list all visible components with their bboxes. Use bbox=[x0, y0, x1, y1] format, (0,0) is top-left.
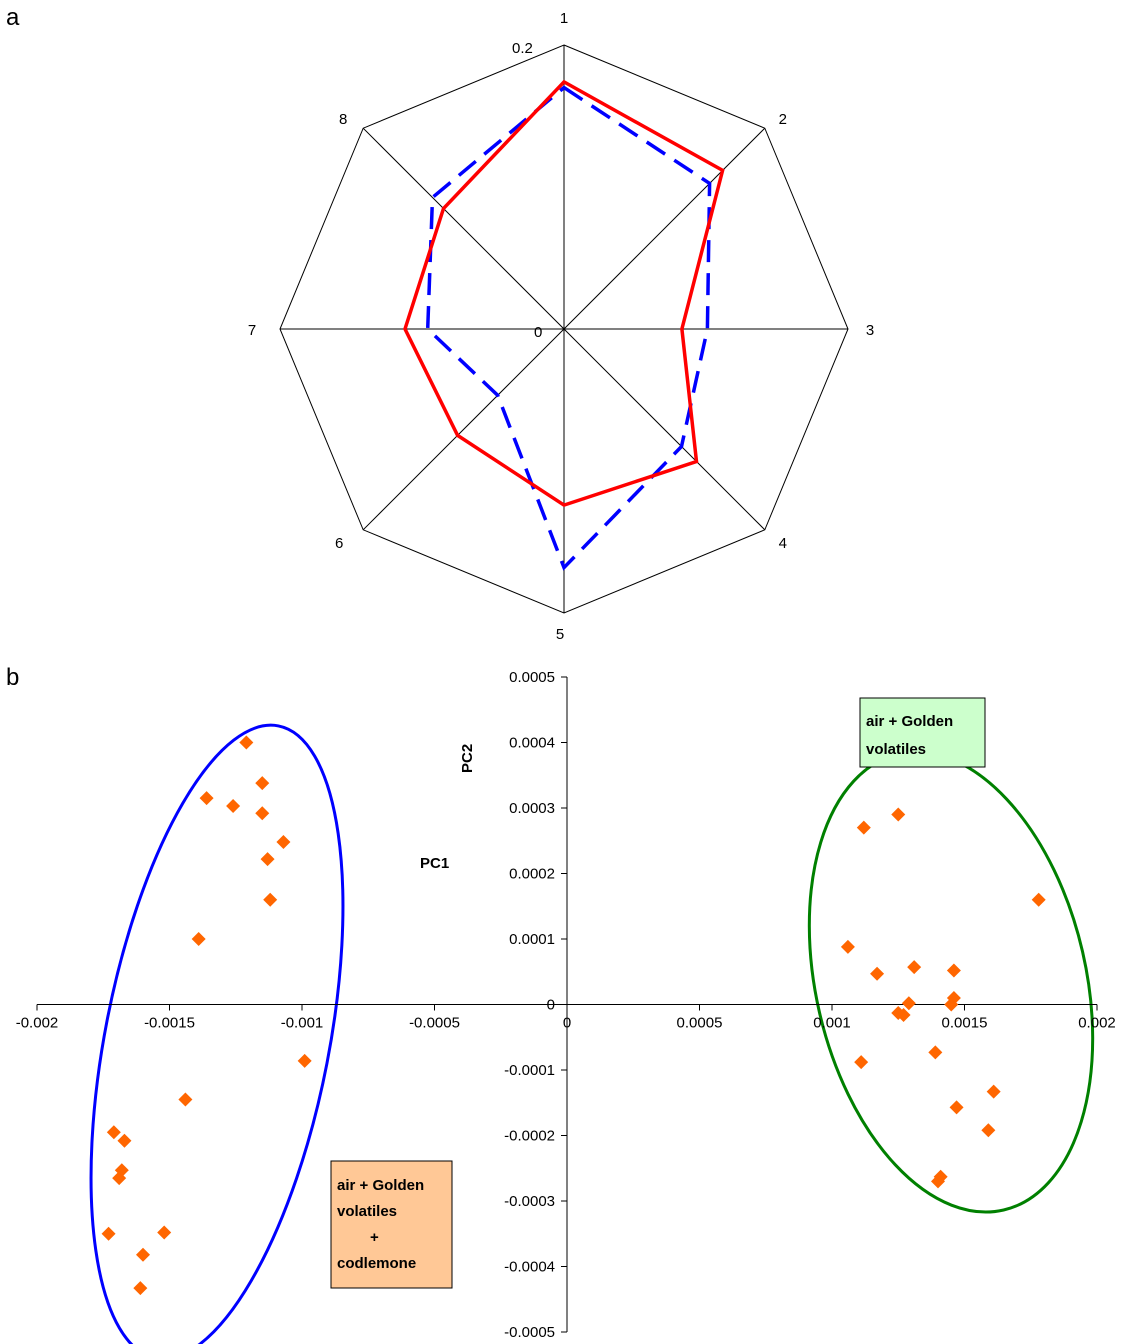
x-axis-label: PC1 bbox=[420, 855, 449, 872]
y-tick-label: 0.0001 bbox=[509, 931, 555, 948]
scatter-point bbox=[260, 852, 275, 867]
radar-spoke-2 bbox=[563, 127, 766, 330]
radar-labels: 1 2 3 4 5 6 7 8 0 0.2 bbox=[248, 10, 874, 643]
radar-category-label-2: 2 bbox=[779, 111, 787, 128]
y-tick-label: -0.0002 bbox=[504, 1128, 555, 1145]
x-tick-label: -0.0015 bbox=[144, 1015, 195, 1032]
radar-series-2-dashed bbox=[425, 85, 712, 571]
scatter-point bbox=[117, 1133, 132, 1148]
x-tick-label: -0.001 bbox=[281, 1015, 324, 1032]
scatter-point bbox=[136, 1247, 150, 1262]
scatter-point bbox=[106, 1125, 121, 1140]
scatter-point bbox=[276, 835, 291, 850]
scatter-point bbox=[255, 806, 270, 821]
scatter-point bbox=[896, 1007, 911, 1022]
y-tick-label: 0.0004 bbox=[509, 735, 555, 752]
radar-category-label-5: 5 bbox=[556, 626, 564, 643]
scatter-point bbox=[856, 820, 871, 835]
x-tick-label: 0 bbox=[563, 1015, 571, 1032]
scatter-point bbox=[931, 1174, 945, 1189]
radar-ring-label-max: 0.2 bbox=[512, 40, 533, 57]
radar-category-label-8: 8 bbox=[339, 111, 347, 128]
scatter-axes: -0.002 -0.0015 -0.001 -0.0005 0 0.0005 0.001 0.… bbox=[16, 669, 1116, 1341]
cluster-label-green: air + Golden volatiles bbox=[859, 697, 986, 768]
radar-spoke-6 bbox=[362, 328, 565, 531]
panel-b-letter: b bbox=[6, 664, 20, 691]
scatter-point bbox=[112, 1171, 127, 1186]
scatter-point bbox=[986, 1084, 1001, 1099]
x-tick-label: 0.0005 bbox=[677, 1015, 723, 1032]
scatter-point bbox=[239, 735, 254, 750]
y-axis-label: PC2 bbox=[459, 744, 476, 773]
scatter-point bbox=[949, 1100, 964, 1115]
scatter-points bbox=[101, 735, 1046, 1296]
radar-series bbox=[403, 79, 725, 571]
scatter-point bbox=[297, 1053, 312, 1068]
cluster-ellipse-green bbox=[807, 750, 1095, 1214]
x-tick-label: 0.0015 bbox=[942, 1015, 988, 1032]
scatter-point bbox=[901, 996, 916, 1011]
radar-category-label-6: 6 bbox=[335, 535, 343, 552]
scatter-point bbox=[907, 960, 922, 975]
x-tick-label: 0.001 bbox=[813, 1015, 851, 1032]
scatter-point bbox=[101, 1226, 116, 1241]
radar-category-label-3: 3 bbox=[866, 322, 874, 339]
radar-spoke-8 bbox=[362, 127, 565, 330]
scatter-point bbox=[178, 1092, 193, 1107]
radar-category-label-7: 7 bbox=[248, 322, 256, 339]
scatter-point bbox=[226, 799, 241, 814]
radar-chart: 1 2 3 4 5 6 7 8 0 0.2 bbox=[248, 10, 874, 643]
y-tick-label: 0.0002 bbox=[509, 866, 555, 883]
scatter-point bbox=[263, 892, 278, 907]
scatter-point bbox=[840, 939, 855, 954]
cluster-label-blue-line-2: volatiles bbox=[337, 1203, 397, 1220]
radar-series-1-solid bbox=[403, 79, 725, 508]
scatter-point bbox=[199, 791, 214, 806]
y-tick-label: 0.0005 bbox=[509, 669, 555, 686]
x-tick-label: -0.002 bbox=[16, 1015, 59, 1032]
scatter-point bbox=[981, 1123, 996, 1138]
y-tick-label: -0.0004 bbox=[504, 1259, 555, 1276]
cluster-label-blue-line-1: air + Golden bbox=[337, 1177, 424, 1194]
scatter-point bbox=[870, 966, 885, 981]
radar-ring-label-min: 0 bbox=[534, 324, 542, 341]
radar-category-label-4: 4 bbox=[779, 535, 787, 552]
x-tick-label: -0.0005 bbox=[409, 1015, 460, 1032]
scatter-point bbox=[1031, 892, 1046, 907]
scatter-point bbox=[191, 932, 206, 946]
cluster-ellipse-blue bbox=[89, 723, 345, 1344]
scatter-point bbox=[133, 1281, 148, 1296]
scatter-point bbox=[946, 963, 961, 978]
y-tick-label: 0 bbox=[547, 997, 555, 1014]
radar-grid bbox=[279, 44, 849, 614]
cluster-label-green-line-1: air + Golden bbox=[866, 713, 953, 730]
radar-spoke-4 bbox=[563, 328, 766, 531]
scatter-point bbox=[928, 1045, 943, 1060]
cluster-label-blue-line-3: + bbox=[370, 1229, 379, 1246]
scatter-point bbox=[854, 1055, 869, 1070]
y-tick-label: -0.0005 bbox=[504, 1324, 555, 1341]
radar-category-label-1: 1 bbox=[560, 10, 568, 27]
x-tick-label: 0.002 bbox=[1078, 1015, 1116, 1032]
scatter-point bbox=[944, 997, 959, 1012]
y-tick-label: -0.0003 bbox=[504, 1193, 555, 1210]
y-tick-label: 0.0003 bbox=[509, 800, 555, 817]
cluster-label-blue: air + Golden volatiles + codlemone bbox=[330, 1160, 453, 1289]
scatter-point bbox=[255, 776, 270, 791]
scatter-point bbox=[157, 1225, 172, 1240]
radar-outer-ring bbox=[279, 44, 849, 614]
panel-a-letter: a bbox=[6, 4, 20, 31]
scatter-point bbox=[891, 807, 906, 822]
cluster-label-blue-line-4: codlemone bbox=[337, 1255, 416, 1272]
y-tick-label: -0.0001 bbox=[504, 1062, 555, 1079]
cluster-label-green-line-2: volatiles bbox=[866, 741, 926, 758]
